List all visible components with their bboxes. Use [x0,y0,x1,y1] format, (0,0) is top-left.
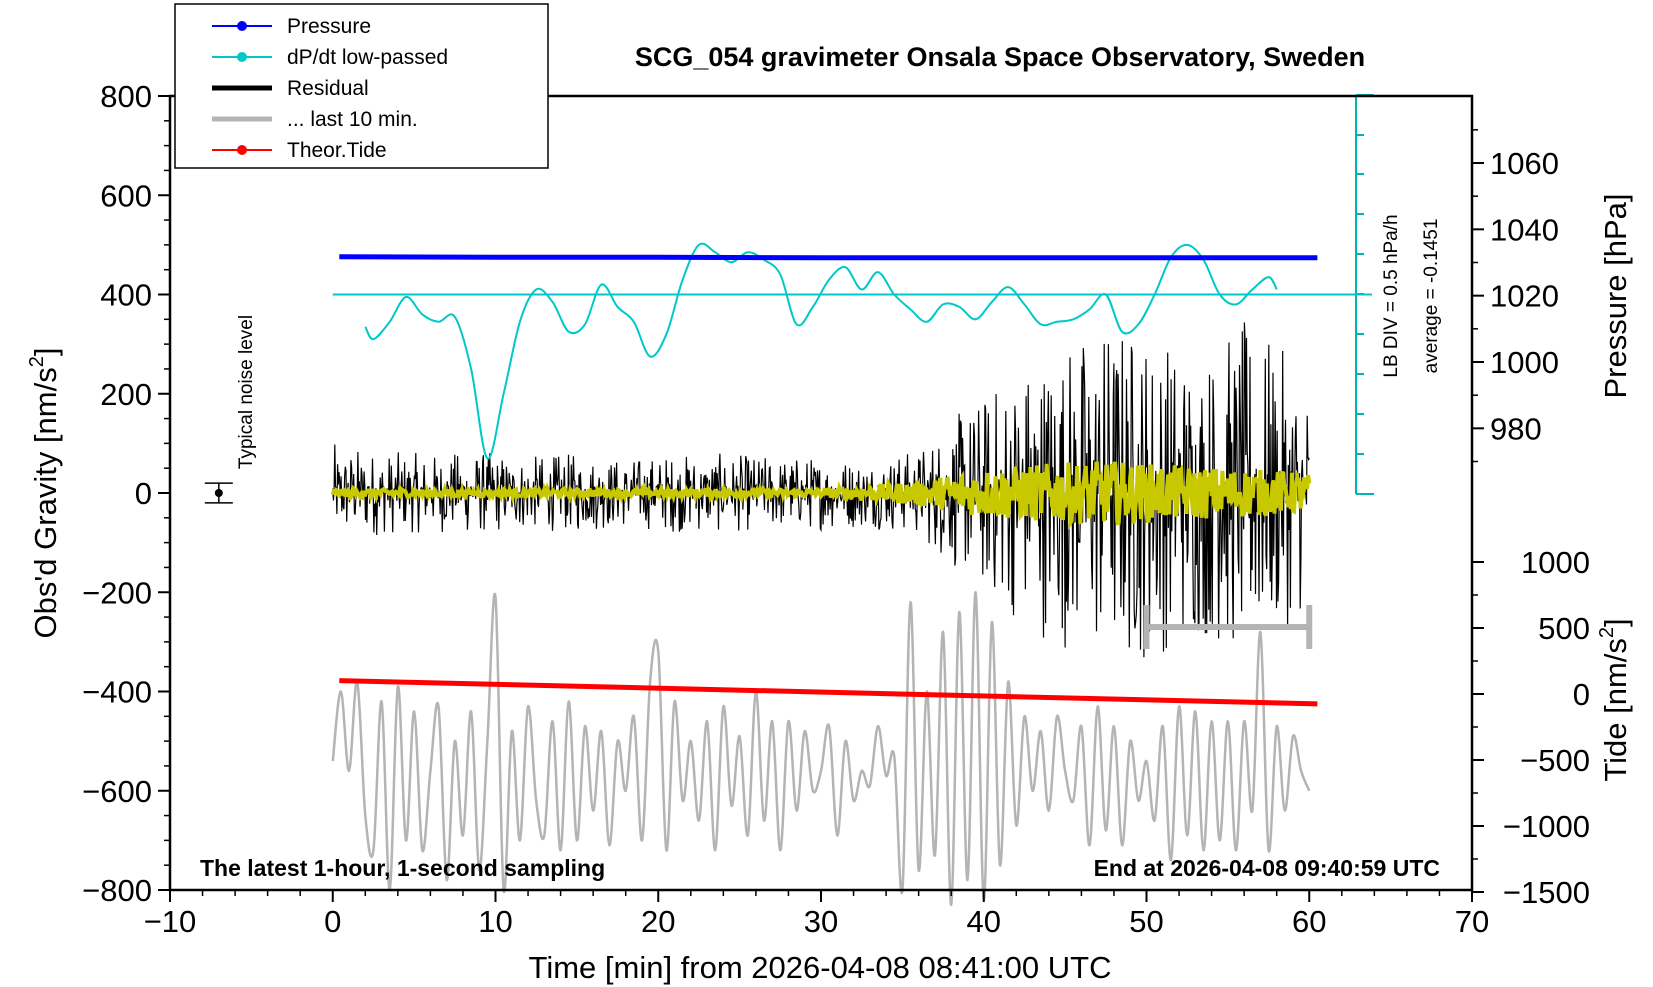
x-tick-label: 70 [1455,904,1489,939]
y-axis-pressure: 1060 1040 1020 1000 980 [1472,129,1559,463]
residual-filtered-line [330,461,1312,531]
y3-tick-label: −1500 [1503,875,1590,910]
ten-minute-scale-bar [1143,604,1313,649]
pressure-line [339,254,1318,261]
legend-item: dP/dt low-passed [212,46,448,69]
average-label: average = -0.1451 [1421,219,1442,374]
y3-axis-label: Tide [nm/s2] [1596,618,1633,781]
tide-line [339,678,1318,707]
y-tick-label: −400 [82,675,152,710]
y3-tick-label: 1000 [1521,545,1590,580]
bottom-left-note: The latest 1-hour, 1-second sampling [200,855,605,881]
legend-item: Pressure [212,15,371,38]
legend-label: Pressure [287,15,371,38]
y2-tick-label: 1000 [1490,345,1559,380]
y-tick-label: −800 [82,873,152,908]
x-axis: −10 0 10 20 30 40 50 60 70 [144,890,1489,939]
legend-label: Residual [287,77,369,100]
y-tick-label: 800 [100,79,152,114]
legend-swatch-marker [237,52,247,62]
y-axis-tide: 1000 500 0 −500 −1000 −1500 [1472,545,1590,910]
noise-errorbar-dot [214,489,223,497]
legend: Pressure dP/dt low-passed Residual ... last… [174,3,549,169]
noise-level-errorbar [204,482,233,504]
x-tick-label: −10 [144,904,197,939]
y-tick-label: 200 [100,377,152,412]
y2-tick-label: 1020 [1490,279,1559,314]
legend-swatch-marker [237,145,247,155]
x-tick-label: 10 [478,904,512,939]
bottom-right-note: End at 2026-04-08 09:40:59 UTC [1094,855,1440,881]
legend-label: dP/dt low-passed [287,46,448,69]
x-tick-label: 50 [1129,904,1163,939]
y-tick-label: 600 [100,178,152,213]
x-tick-label: 20 [641,904,675,939]
y3-tick-label: 0 [1573,677,1590,712]
y-tick-label: 400 [100,278,152,313]
dpdt-line [364,242,1278,460]
last-10-min-line [331,591,1311,907]
y-axis-label: Obs'd Gravity [nm/s2] [26,348,63,639]
legend-item: Residual [212,77,369,100]
y3-tick-label: 500 [1538,611,1590,646]
y-tick-label: 0 [135,476,152,511]
y2-tick-label: 1060 [1490,146,1559,181]
x-tick-label: 60 [1292,904,1326,939]
legend-item: Theor.Tide [212,139,387,162]
y3-tick-label: −1000 [1503,809,1590,844]
x-axis-label: Time [min] from 2026-04-08 08:41:00 UTC [529,950,1112,985]
series-layer [330,242,1372,907]
y3-tick-label: −500 [1520,743,1590,778]
x-tick-label: 0 [324,904,341,939]
y-tick-label: −600 [82,774,152,809]
y2-tick-label: 980 [1490,411,1542,446]
lb-div-label: LB DIV = 0.5 hPa/h [1381,214,1402,377]
legend-label: Theor.Tide [287,139,387,162]
y2-tick-label: 1040 [1490,212,1559,247]
chart-title: SCG_054 gravimeter Onsala Space Observat… [635,42,1365,72]
legend-item: ... last 10 min. [212,108,418,131]
y-axis-gravity: 800 600 400 200 0 −200 −400 −600 −800 [82,79,170,908]
y2-axis-label: Pressure [hPa] [1598,193,1633,398]
legend-label: ... last 10 min. [287,108,418,131]
legend-swatch-marker [237,21,247,31]
y-tick-label: −200 [82,575,152,610]
x-tick-label: 40 [967,904,1001,939]
noise-level-label: Typical noise level [236,315,257,469]
x-tick-label: 30 [804,904,838,939]
